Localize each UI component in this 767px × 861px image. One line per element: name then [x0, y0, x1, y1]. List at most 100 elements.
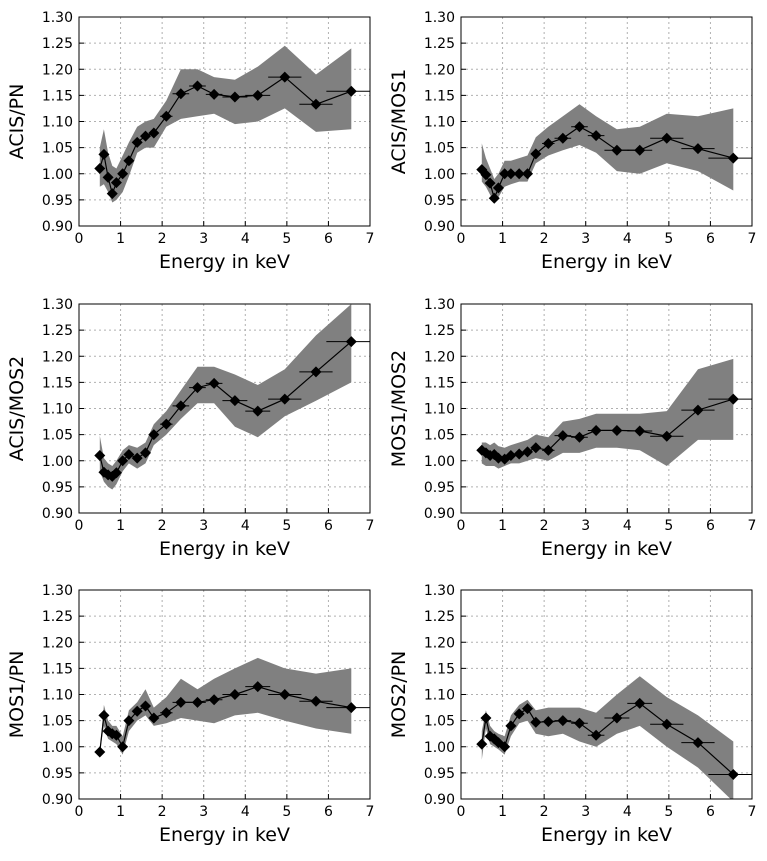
y-axis-label: MOS1/PN: [6, 651, 28, 739]
x-tick-label: 6: [324, 231, 333, 247]
data-point: [140, 700, 152, 712]
data-point: [229, 689, 241, 700]
x-tick-label: 3: [581, 804, 590, 820]
data-point: [634, 697, 646, 709]
data-point: [499, 168, 511, 180]
data-point: [611, 712, 623, 724]
y-tick-label: 0.95: [424, 193, 455, 209]
y-tick-label: 1.10: [42, 115, 73, 131]
y-tick-label: 1.15: [424, 88, 455, 104]
y-tick-label: 1.05: [42, 714, 73, 730]
x-tick-label: 7: [366, 231, 375, 247]
data-point: [191, 80, 203, 92]
data-point: [191, 696, 203, 708]
y-tick-label: 1.15: [424, 661, 455, 677]
data-point: [229, 395, 241, 407]
data-point: [175, 88, 187, 100]
y-tick-label: 1.30: [424, 10, 455, 26]
y-tick-label: 1.10: [424, 688, 455, 704]
y-tick-label: 1.20: [42, 349, 73, 365]
data-point: [522, 446, 534, 458]
data-point: [252, 681, 264, 693]
uncertainty-band: [99, 657, 352, 755]
plot-area: [94, 657, 370, 758]
data-point: [692, 143, 704, 155]
y-tick-label: 1.10: [42, 688, 73, 704]
data-point: [634, 144, 646, 156]
data-point: [110, 177, 122, 189]
y-tick-label: 1.20: [424, 635, 455, 651]
data-point: [530, 148, 542, 160]
x-tick-label: 6: [706, 518, 715, 534]
data-point: [148, 712, 160, 724]
y-tick-label: 0.90: [42, 506, 73, 522]
data-point: [692, 737, 704, 749]
chart-panel-4: 0 1 2 3 4 5 6 7 0.90 0.95 1.00 1.05 1.10 1.15 1.20 1.25…: [388, 297, 756, 560]
data-point: [94, 746, 106, 758]
x-tick-label: 5: [282, 231, 291, 247]
x-axis-label: Energy in keV: [159, 824, 290, 846]
data-point: [522, 703, 534, 715]
data-point: [480, 712, 492, 724]
x-tick-label: 6: [324, 518, 333, 534]
x-tick-label: 5: [282, 804, 291, 820]
y-tick-label: 0.90: [424, 792, 455, 808]
x-tick-label: 6: [324, 804, 333, 820]
x-tick-label: 7: [748, 231, 757, 247]
y-tick-label: 1.20: [42, 635, 73, 651]
data-point: [513, 448, 525, 460]
x-tick-label: 2: [158, 804, 167, 820]
x-tick-label: 0: [75, 518, 84, 534]
x-axis-label: Energy in keV: [159, 538, 290, 560]
data-point: [110, 729, 122, 741]
data-point: [123, 715, 135, 727]
x-tick-label: 1: [116, 518, 125, 534]
data-point: [557, 715, 569, 727]
data-point: [573, 431, 585, 443]
x-axis-label: Energy in keV: [541, 824, 672, 846]
y-tick-label: 1.30: [424, 583, 455, 599]
data-point: [94, 163, 106, 175]
x-tick-label: 2: [540, 231, 549, 247]
x-tick-label: 5: [664, 231, 673, 247]
data-point: [590, 130, 602, 142]
data-point: [692, 404, 704, 416]
data-point: [542, 137, 554, 149]
x-tick-label: 4: [623, 804, 632, 820]
x-tick-label: 4: [623, 518, 632, 534]
x-tick-label: 5: [664, 518, 673, 534]
data-point: [476, 738, 488, 750]
x-tick-label: 0: [457, 231, 466, 247]
data-point: [175, 400, 187, 412]
data-point: [727, 768, 739, 780]
y-tick-label: 1.30: [42, 297, 73, 313]
y-tick-label: 1.25: [424, 36, 455, 52]
x-tick-label: 0: [75, 231, 84, 247]
data-point: [573, 121, 585, 133]
y-axis-label: MOS1/MOS2: [388, 350, 410, 467]
data-point: [208, 88, 220, 100]
data-point: [208, 694, 220, 706]
data-point: [513, 708, 525, 720]
y-tick-label: 0.95: [424, 480, 455, 496]
data-point: [208, 377, 220, 389]
uncertainty-band: [99, 304, 352, 490]
chart-panel-1: 0 1 2 3 4 5 6 7 0.90 0.95 1.00 1.05 1.10 1.15 1.20 1.25…: [6, 10, 375, 273]
y-tick-label: 0.95: [42, 766, 73, 782]
y-tick-label: 1.25: [424, 609, 455, 625]
plot-area: [476, 676, 752, 799]
data-point: [252, 405, 264, 417]
data-point: [175, 696, 187, 708]
x-tick-label: 3: [199, 518, 208, 534]
data-point: [492, 182, 504, 194]
data-point: [117, 168, 129, 180]
data-point: [499, 741, 511, 753]
data-point: [727, 152, 739, 164]
data-point: [513, 168, 525, 180]
data-point: [131, 452, 143, 464]
y-tick-label: 1.30: [42, 10, 73, 26]
data-point: [117, 455, 129, 467]
plot-area: [476, 104, 752, 204]
y-tick-label: 1.25: [424, 323, 455, 339]
